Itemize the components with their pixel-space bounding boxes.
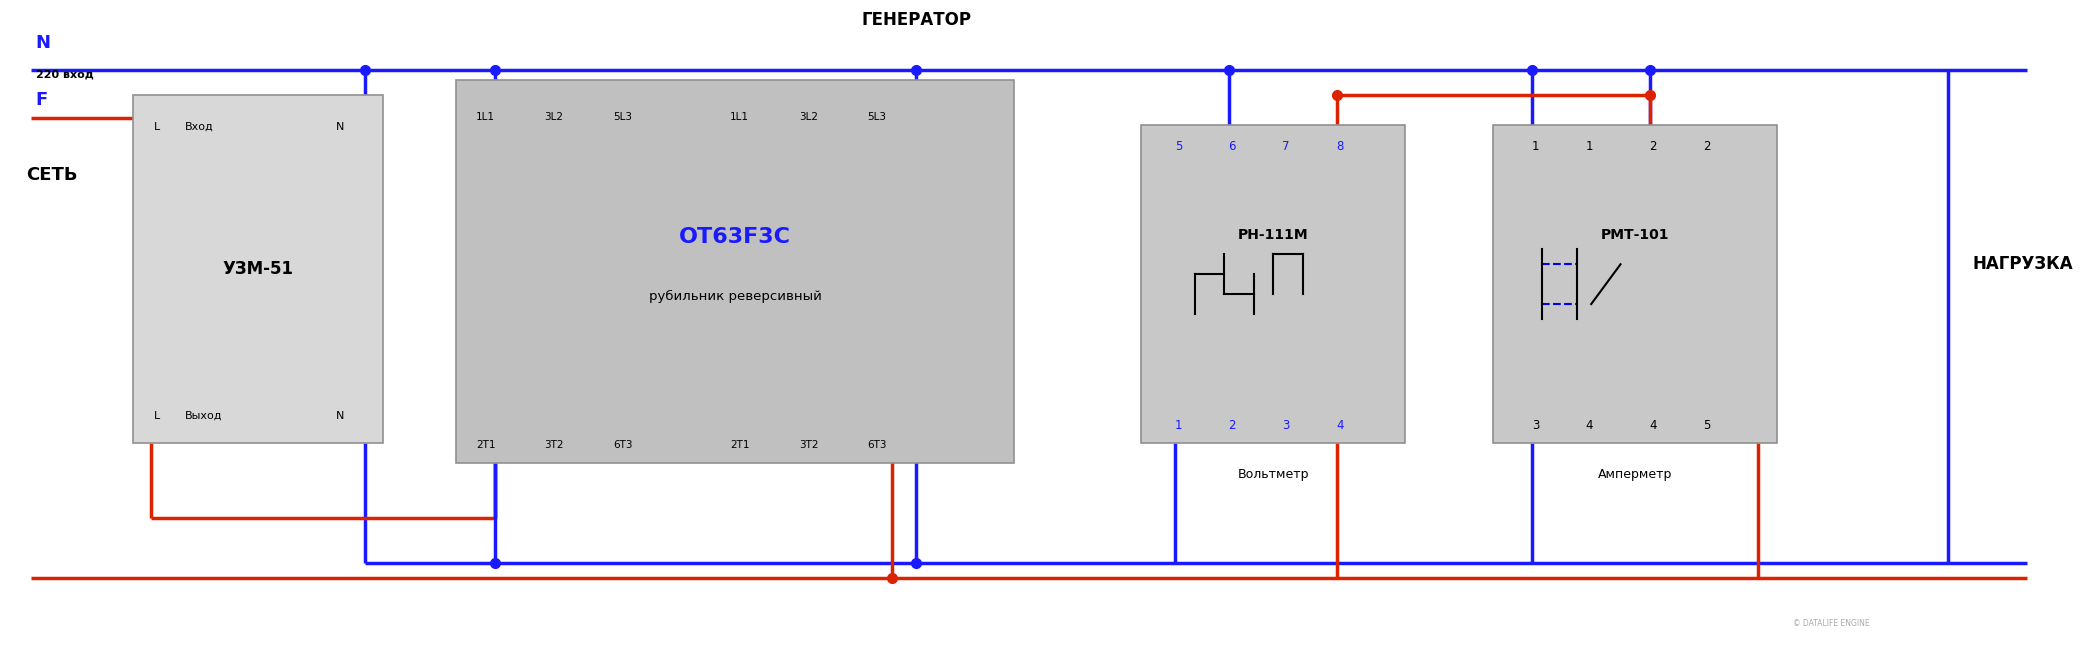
- Text: 1: 1: [1586, 140, 1593, 153]
- Text: F: F: [36, 91, 48, 109]
- Text: 2T1: 2T1: [729, 441, 750, 450]
- Text: Амперметр: Амперметр: [1599, 469, 1672, 482]
- Text: 220 вход: 220 вход: [36, 69, 94, 79]
- Text: 6T3: 6T3: [612, 441, 633, 450]
- Text: 1L1: 1L1: [729, 112, 748, 122]
- Text: N: N: [336, 122, 345, 132]
- Text: ОТ63F3С: ОТ63F3С: [679, 227, 792, 247]
- Text: 2: 2: [1703, 140, 1710, 153]
- Text: РМТ-101: РМТ-101: [1601, 228, 1670, 242]
- Text: 5L3: 5L3: [867, 112, 886, 122]
- Text: 4: 4: [1586, 419, 1593, 432]
- Text: СЕТЬ: СЕТЬ: [25, 165, 77, 184]
- Text: Вход: Вход: [186, 122, 213, 132]
- Text: 5L3: 5L3: [612, 112, 631, 122]
- Text: N: N: [36, 34, 50, 52]
- Text: 5: 5: [1703, 419, 1710, 432]
- Text: рубильник реверсивный: рубильник реверсивный: [648, 290, 821, 303]
- Text: 6: 6: [1229, 140, 1235, 153]
- Text: 6T3: 6T3: [867, 441, 886, 450]
- Text: 3T2: 3T2: [543, 441, 564, 450]
- Text: 2: 2: [1229, 419, 1235, 432]
- FancyBboxPatch shape: [134, 95, 382, 443]
- Text: 4: 4: [1336, 419, 1344, 432]
- Text: 1: 1: [1175, 419, 1183, 432]
- FancyBboxPatch shape: [1141, 125, 1404, 443]
- Text: © DATALIFE ENGINE: © DATALIFE ENGINE: [1793, 618, 1868, 628]
- Text: 3: 3: [1532, 419, 1538, 432]
- Text: L: L: [155, 411, 161, 421]
- Text: 2T1: 2T1: [477, 441, 495, 450]
- Text: Выход: Выход: [186, 411, 224, 421]
- Text: 1L1: 1L1: [477, 112, 495, 122]
- Text: 8: 8: [1336, 140, 1344, 153]
- Text: Вольтметр: Вольтметр: [1237, 469, 1308, 482]
- Text: 7: 7: [1281, 140, 1290, 153]
- Text: ГЕНЕРАТОР: ГЕНЕРАТОР: [861, 11, 972, 29]
- Text: N: N: [336, 411, 345, 421]
- Text: УЗМ-51: УЗМ-51: [224, 260, 295, 278]
- Text: НАГРУЗКА: НАГРУЗКА: [1973, 255, 2073, 273]
- Text: 3T2: 3T2: [798, 441, 817, 450]
- Text: 2: 2: [1649, 140, 1657, 153]
- Text: 5: 5: [1175, 140, 1183, 153]
- Text: 3L2: 3L2: [543, 112, 564, 122]
- Text: РН-111М: РН-111М: [1237, 228, 1308, 242]
- Text: 4: 4: [1649, 419, 1657, 432]
- FancyBboxPatch shape: [1494, 125, 1776, 443]
- Text: 1: 1: [1532, 140, 1538, 153]
- FancyBboxPatch shape: [456, 80, 1014, 463]
- Text: 3L2: 3L2: [798, 112, 817, 122]
- Text: L: L: [155, 122, 161, 132]
- Text: 3: 3: [1283, 419, 1290, 432]
